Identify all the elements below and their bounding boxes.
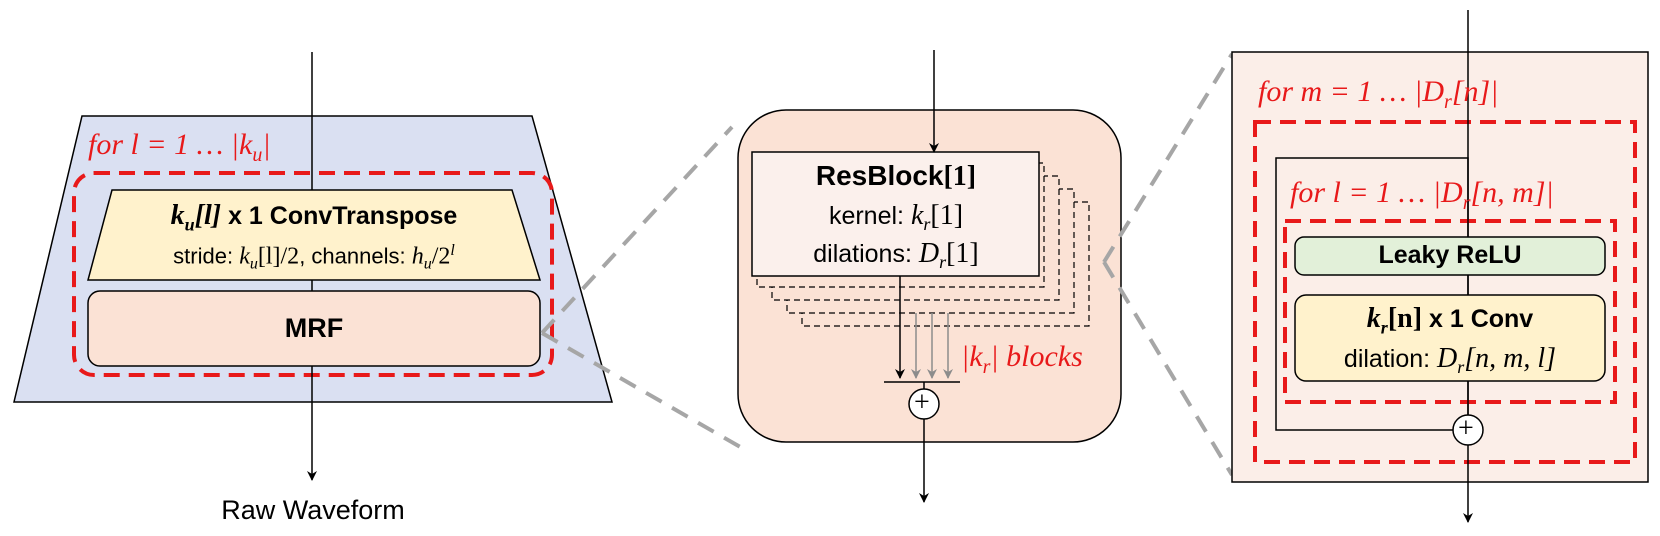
conv-title: kr[n] x 1 Conv xyxy=(1366,303,1534,338)
upsample-loop-box xyxy=(72,171,554,377)
conv-block xyxy=(1294,294,1606,382)
resblock-count-label: |kr| blocks xyxy=(961,340,1083,378)
resblock-1 xyxy=(751,151,1040,277)
resblock-dilations: dilations: Dr[1] xyxy=(813,238,979,272)
resblock-title: ResBlock[1] xyxy=(815,160,977,192)
conv-transpose-params: stride: ku[l]/2, channels: hu/2l xyxy=(173,242,455,273)
conv-transpose-block xyxy=(87,189,542,281)
raw-waveform-label: Raw Waveform xyxy=(221,495,405,525)
upsample-loop-label: for l = 1 … |ku| xyxy=(88,128,271,166)
dilation-loop-box xyxy=(1253,120,1637,464)
zoom-line-upper-right xyxy=(1102,52,1234,264)
leaky-relu-block xyxy=(1294,236,1606,276)
zoom-line-lower-right xyxy=(1102,260,1234,477)
mrf-label: MRF xyxy=(284,313,344,343)
conv-dilation: dilation: Dr[n, m, l] xyxy=(1343,343,1557,377)
right-sum-symbol: + xyxy=(1458,413,1474,444)
layer-loop-label: for l = 1 … |Dr[n, m]| xyxy=(1290,176,1554,214)
layer-loop-box xyxy=(1283,219,1617,404)
dilation-loop-label: for m = 1 … |Dr[n]| xyxy=(1258,75,1499,113)
zoom-line-upper-left xyxy=(540,125,734,335)
resblock-kernel: kernel: kr[1] xyxy=(828,200,964,234)
mrf-block xyxy=(87,290,541,367)
zoom-line-lower-left xyxy=(541,331,743,450)
leaky-relu-label: Leaky ReLU xyxy=(1378,241,1522,269)
conv-transpose-title: ku[l] x 1 ConvTranspose xyxy=(170,200,458,235)
middle-sum-symbol: + xyxy=(914,387,930,418)
